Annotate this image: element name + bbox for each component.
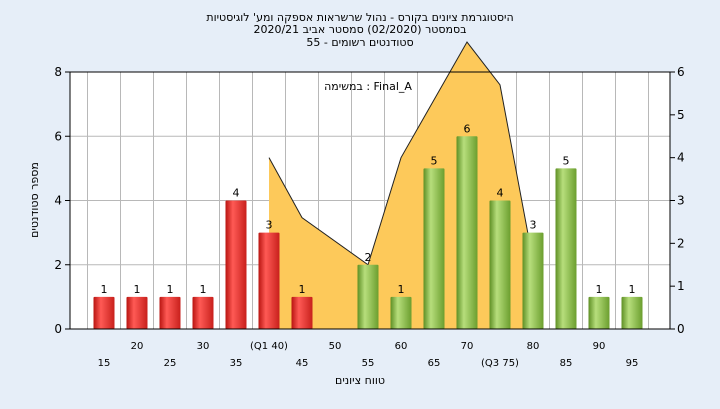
bar-value-label: 5 [563, 154, 570, 167]
y-right-tick-label: 6 [677, 65, 685, 79]
bar-value-label: 1 [101, 283, 108, 296]
y-left-tick-label: 0 [54, 322, 62, 336]
x-tick-label: 15 [98, 358, 111, 369]
title-line-1: היסטוגרמת ציונים בקורס - נהול שרשראות אס… [206, 11, 513, 24]
area-series-outline [268, 41, 534, 266]
y-right-tick-label: 2 [677, 236, 685, 250]
x-tick-label: 20 [131, 341, 144, 352]
bar-value-label: 6 [464, 122, 471, 135]
x-tick-label: 30 [197, 341, 210, 352]
y-axis-label: מספר סטודנטים [28, 162, 41, 238]
bar-45 [291, 296, 313, 329]
bar-70 [456, 136, 478, 329]
bar-25 [159, 296, 181, 329]
bar-value-label: 1 [629, 283, 636, 296]
x-tick-label: 85 [560, 358, 573, 369]
bar-value-label: 1 [167, 283, 174, 296]
x-tick-label: 45 [296, 358, 309, 369]
y-left-tick-label: 8 [54, 65, 62, 79]
y-right-tick-label: 4 [677, 151, 685, 165]
title-line-3: סטודנטים רשומים - 55 [306, 36, 413, 49]
bar-value-label: 4 [233, 187, 240, 200]
y-right-tick-label: 0 [677, 322, 685, 336]
y-axis-left-ticks: 0 2 4 6 8 [54, 65, 70, 336]
bar-value-label: 3 [266, 219, 273, 232]
bar-20 [126, 296, 148, 329]
y-left-tick-label: 6 [54, 129, 62, 143]
bar-60 [390, 296, 412, 329]
chart-title: היסטוגרמת ציונים בקורס - נהול שרשראות אס… [206, 11, 513, 49]
y-right-tick-label: 5 [677, 108, 685, 122]
bar-value-label: 1 [299, 283, 306, 296]
bar-value-label: 1 [596, 283, 603, 296]
bar-80 [522, 232, 544, 329]
bar-value-label: 5 [431, 154, 438, 167]
x-tick-label: (Q3 75) [481, 358, 519, 369]
x-axis-label: טווח ציונים [335, 374, 385, 387]
bar-65 [423, 168, 445, 329]
bar-value-label: 1 [134, 283, 141, 296]
x-tick-label: 25 [164, 358, 177, 369]
plot-annotation: במשימה : Final_A [324, 80, 412, 93]
y-left-tick-label: 2 [54, 258, 62, 272]
bar-90 [588, 296, 610, 329]
x-tick-label: 65 [428, 358, 441, 369]
bar-85 [555, 168, 577, 329]
y-right-tick-label: 1 [677, 279, 685, 293]
y-right-tick-label: 3 [677, 194, 685, 208]
x-tick-label: 60 [395, 341, 408, 352]
x-tick-label: 50 [329, 341, 342, 352]
bar-value-label: 1 [200, 283, 207, 296]
bar-value-label: 3 [530, 219, 537, 232]
bar-35 [225, 200, 247, 329]
bar-95 [621, 296, 643, 329]
x-tick-label: 80 [527, 341, 540, 352]
y-axis-right-ticks: 0 1 2 3 4 5 6 [670, 65, 685, 336]
y-left-tick-label: 4 [54, 194, 62, 208]
bar-30 [192, 296, 214, 329]
x-tick-label: 70 [461, 341, 474, 352]
bar-(Q3 75) [489, 200, 511, 329]
x-tick-label: 35 [230, 358, 243, 369]
bar-15 [93, 296, 115, 329]
x-tick-label: 95 [626, 358, 639, 369]
x-tick-label: (Q1 40) [250, 341, 288, 352]
bar-55 [357, 264, 379, 329]
bar-value-label: 1 [398, 283, 405, 296]
x-tick-label: 90 [593, 341, 606, 352]
bar-value-label: 4 [497, 187, 504, 200]
bar-(Q1 40) [258, 232, 280, 329]
title-line-2: בסמסטר (02/2020) סמסטר אביב 2020/21 [253, 23, 466, 36]
bar-value-label: 2 [365, 251, 372, 264]
x-tick-label: 55 [362, 358, 375, 369]
bars: 1 1 1 1 4 3 1 2 1 5 6 4 3 5 1 1 [93, 122, 643, 329]
x-axis-ticks: 15 20 25 30 35 (Q1 40) 45 50 55 60 65 70 (Q3 75) 80 85… [98, 341, 639, 369]
